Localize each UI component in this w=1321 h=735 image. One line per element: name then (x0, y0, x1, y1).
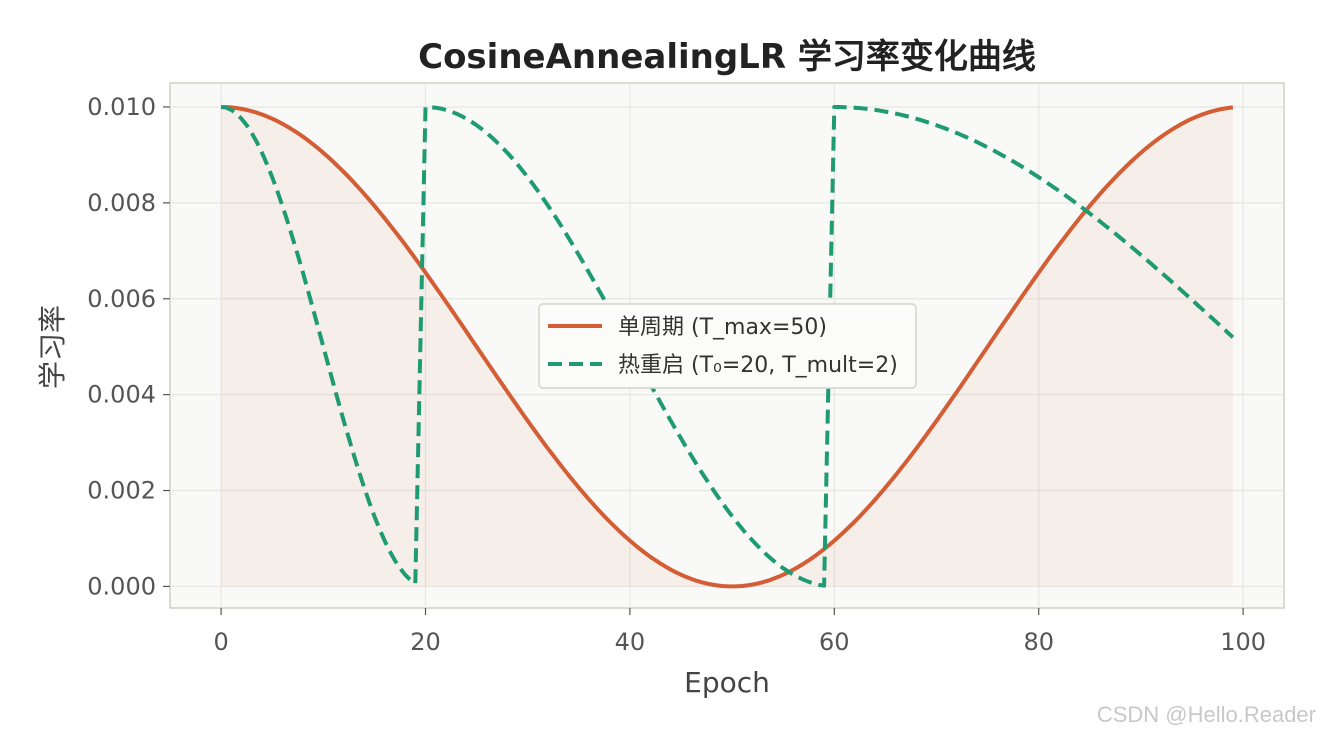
y-tick-label: 0.002 (87, 477, 156, 505)
x-tick-label: 60 (819, 628, 850, 656)
watermark: CSDN @Hello.Reader (1097, 702, 1316, 727)
y-tick-label: 0.000 (87, 572, 156, 600)
y-axis-ticks: 0.000 0.002 0.004 0.006 0.008 0.010 (87, 93, 170, 600)
x-tick-label: 80 (1023, 628, 1054, 656)
series-warm-restart-line (220, 105, 1235, 588)
series-single-cycle-fill (221, 107, 1233, 587)
legend: 单周期 (T_max=50) 热重启 (T₀=20, T_mult=2) (538, 303, 917, 389)
area-fill-layer (221, 107, 1233, 587)
x-tick-label: 40 (615, 628, 646, 656)
x-tick-label: 100 (1220, 628, 1266, 656)
x-axis-label: Epoch (684, 666, 770, 699)
y-tick-label: 0.006 (87, 285, 156, 313)
x-axis-ticks: 0 20 40 60 80 100 (213, 608, 1266, 656)
x-tick-label: 0 (213, 628, 228, 656)
x-tick-label: 20 (410, 628, 441, 656)
y-tick-label: 0.004 (87, 381, 156, 409)
legend-label-warm-restart: 热重启 (T₀=20, T_mult=2) (618, 353, 898, 378)
series-single-cycle-line (221, 105, 1234, 589)
y-tick-label: 0.008 (87, 189, 156, 217)
legend-label-single-cycle: 单周期 (T_max=50) (618, 315, 827, 340)
legend-box (538, 303, 917, 389)
series-layer (220, 105, 1235, 589)
chart-title: CosineAnnealingLR 学习率变化曲线 (418, 37, 1036, 77)
y-axis-label: 学习率 (36, 305, 69, 389)
y-tick-label: 0.010 (87, 93, 156, 121)
